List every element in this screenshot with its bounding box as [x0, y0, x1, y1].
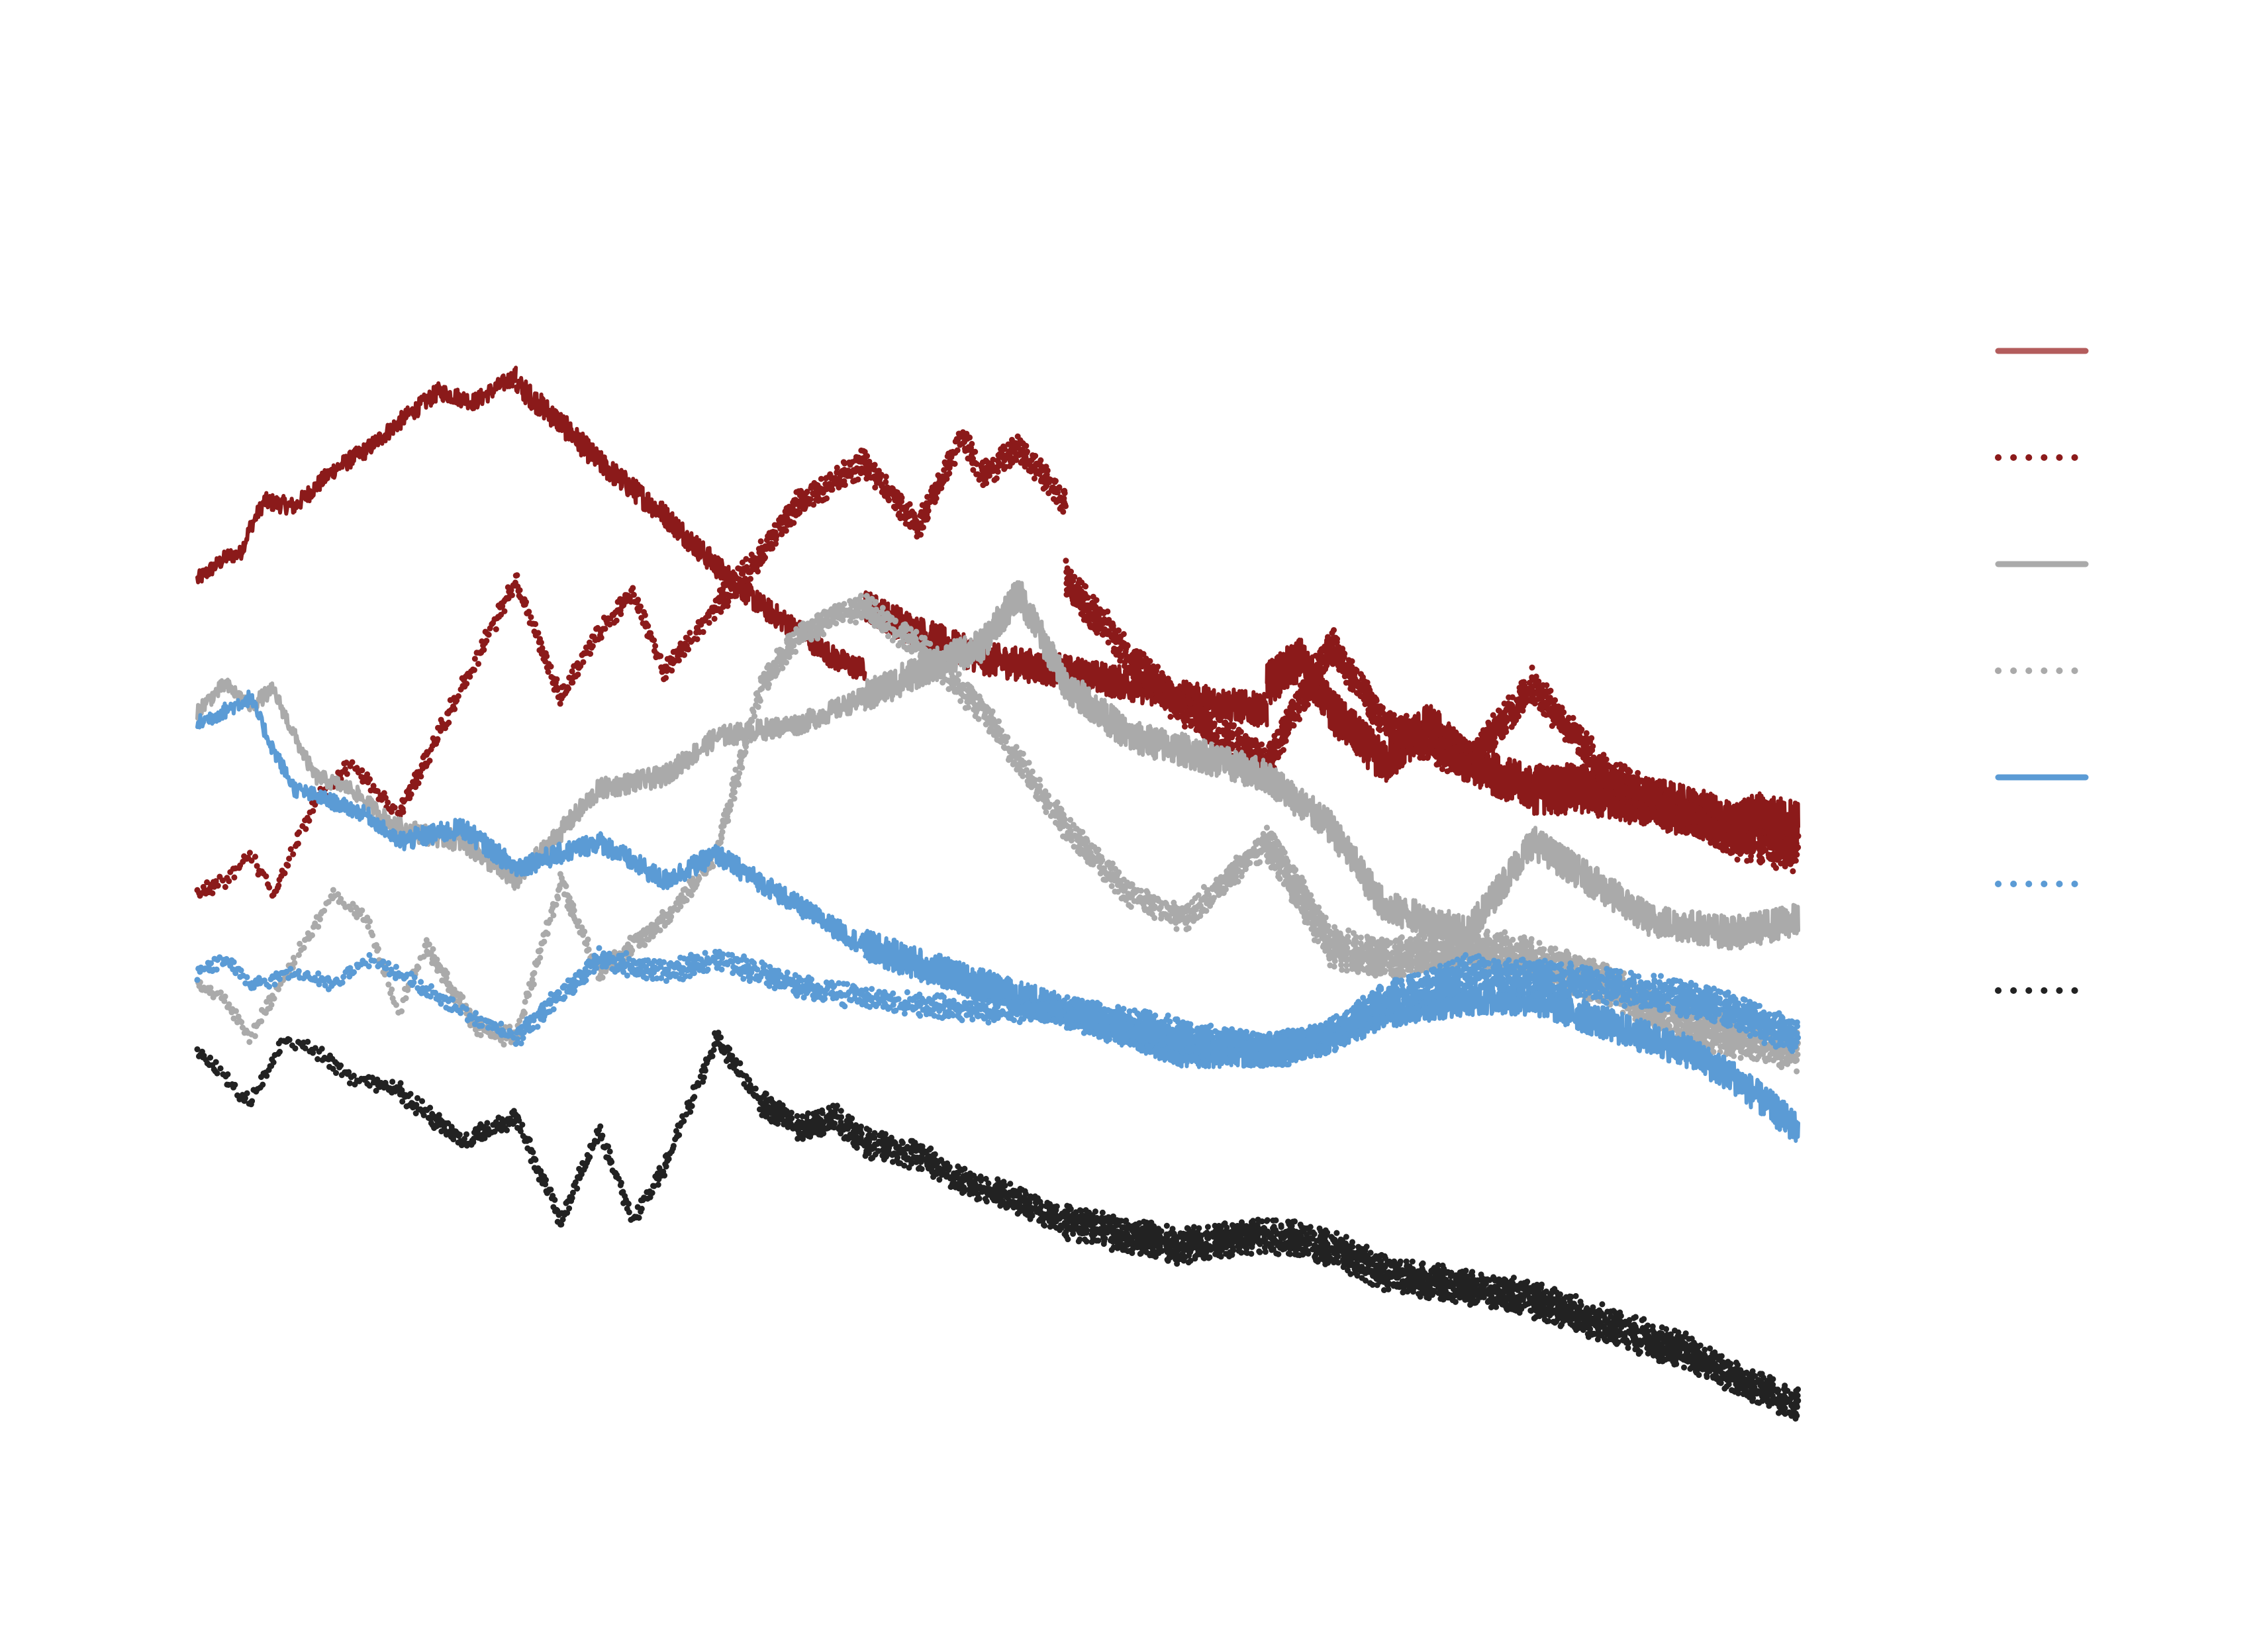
series-3-line-segment: [396, 687, 867, 891]
series-6-line-segment: [512, 945, 1069, 1047]
series-7-line-segment: [1063, 1201, 1802, 1425]
series-2-line-segment: [194, 757, 401, 904]
series-6-line-segment: [1063, 951, 1802, 1072]
series-6: [194, 945, 1802, 1072]
series-1-line-segment: [1265, 637, 1535, 809]
legend: [1995, 348, 2089, 994]
plot-area: [194, 365, 1802, 1425]
series-5: [195, 689, 1800, 1143]
series-5-line-segment: [396, 818, 867, 953]
series-4-line-segment: [714, 590, 1270, 935]
series-3-line-segment: [863, 580, 1800, 951]
series-5-line-segment: [195, 689, 401, 848]
series-3-line-segment: [195, 677, 401, 835]
series-2: [194, 424, 1802, 904]
series-1-line-segment: [195, 494, 267, 585]
series-7-line-segment: [395, 1027, 765, 1234]
series-1-line-segment: [262, 365, 518, 516]
series-4-line-segment: [1264, 824, 1802, 1075]
series-7-line-segment: [194, 1033, 401, 1112]
series-2-line-segment: [1063, 558, 1802, 875]
series-7-line-segment: [758, 1088, 1069, 1239]
series-7: [194, 1027, 1802, 1425]
series-2-line-segment: [395, 569, 720, 823]
series-6-line-segment: [194, 949, 519, 1047]
series-4-line-segment: [194, 885, 429, 1046]
series-2-line-segment: [714, 424, 1069, 618]
series-3: [195, 580, 1800, 951]
